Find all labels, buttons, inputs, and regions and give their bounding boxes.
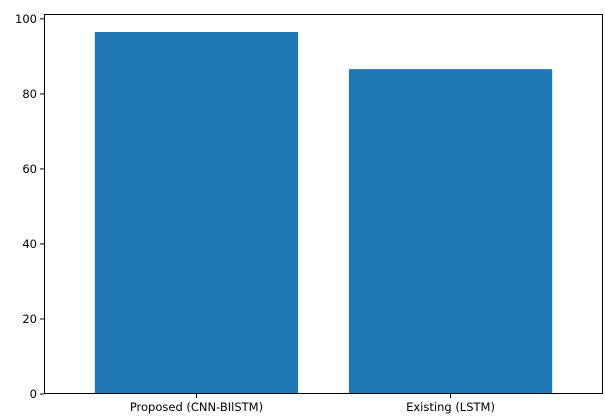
x-tick-label-0: Proposed (CNN-BIlSTM) xyxy=(130,400,263,414)
y-tick-label-5: 100 xyxy=(15,12,37,26)
bar-1 xyxy=(348,69,553,395)
plot-frame xyxy=(44,14,603,394)
y-tick-label-4: 80 xyxy=(22,87,37,101)
bars-group xyxy=(94,32,553,395)
x-axis: Proposed (CNN-BIlSTM) Existing (LSTM) xyxy=(130,394,495,414)
y-tick-label-3: 60 xyxy=(22,162,37,176)
y-tick-label-0: 0 xyxy=(30,387,37,401)
y-tick-label-2: 40 xyxy=(22,237,37,251)
x-tick-label-1: Existing (LSTM) xyxy=(406,400,495,414)
y-tick-label-1: 20 xyxy=(22,312,37,326)
bar-0 xyxy=(94,32,299,395)
y-axis: 0 20 40 60 80 100 xyxy=(15,12,44,401)
